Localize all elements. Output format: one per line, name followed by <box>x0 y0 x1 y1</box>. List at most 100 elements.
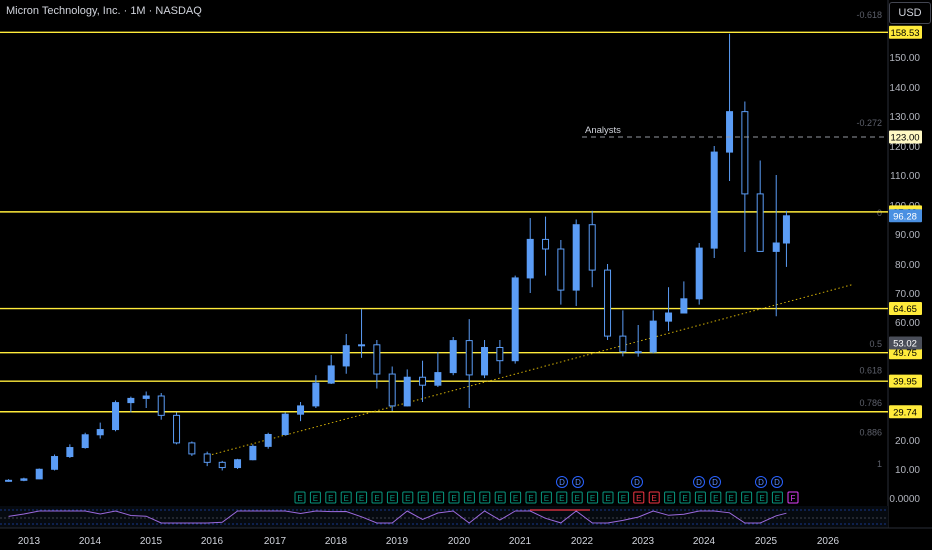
earnings-marker <box>556 491 568 504</box>
earnings-marker-label: E <box>498 494 503 503</box>
earnings-marker-label: E <box>652 494 657 503</box>
support-trendline <box>211 283 854 455</box>
candle-body <box>188 442 196 455</box>
candle-body <box>526 238 534 279</box>
earnings-marker <box>309 491 321 504</box>
earnings-marker <box>402 491 414 504</box>
dividend-marker <box>771 476 783 488</box>
dividend-marker <box>709 476 721 488</box>
earnings-marker-label: E <box>636 494 641 503</box>
level-tag-label: 29.74 <box>893 407 917 418</box>
horizontal-levels <box>0 31 888 413</box>
earnings-marker-label: E <box>698 494 703 503</box>
candle-body <box>403 376 411 407</box>
candle-body <box>218 461 226 469</box>
earnings-marker <box>463 491 475 504</box>
price-tick-label: 140.00 <box>889 83 920 94</box>
price-tick-label: 80.00 <box>895 260 920 271</box>
candle-body <box>634 351 642 354</box>
earnings-marker-label: E <box>744 494 749 503</box>
price-tick-label: 0.0000 <box>889 494 920 505</box>
fib-level-label: 0 <box>877 208 882 218</box>
earnings-marker-label: E <box>451 494 456 503</box>
earnings-marker <box>417 491 429 504</box>
dividend-marker <box>556 476 568 488</box>
earnings-marker <box>540 491 552 504</box>
candle-body <box>465 340 473 376</box>
candle-body <box>173 414 181 444</box>
analysts-label: Analysts <box>585 125 621 136</box>
time-tick-label: 2023 <box>632 536 655 547</box>
earnings-marker <box>494 491 506 504</box>
candle-body <box>157 395 165 416</box>
level-tag-label: 49.75 <box>893 348 917 359</box>
candles <box>5 33 790 482</box>
time-tick-label: 2018 <box>325 536 348 547</box>
time-tick-label: 2016 <box>201 536 224 547</box>
candle-body <box>741 111 749 195</box>
candle-body <box>726 111 734 153</box>
price-tick-label: 130.00 <box>889 112 920 123</box>
dividend-marker <box>693 476 705 488</box>
earnings-marker-label: E <box>513 494 518 503</box>
earnings-marker <box>664 491 676 504</box>
price-tick-label: 90.00 <box>895 230 920 241</box>
earnings-marker <box>433 491 445 504</box>
analysts-target: Analysts <box>582 125 888 138</box>
time-tick-label: 2022 <box>571 536 594 547</box>
candle-body <box>281 413 289 435</box>
indicator-background <box>0 506 888 528</box>
candle-body <box>496 347 504 362</box>
trendline <box>211 283 854 455</box>
earnings-marker <box>756 491 768 504</box>
candle-body <box>588 224 596 271</box>
dividend-marker <box>572 476 584 488</box>
earnings-marker-label: E <box>544 494 549 503</box>
candle-body <box>249 445 257 461</box>
dividend-marker-label: D <box>712 478 718 487</box>
fib-level-label: 1 <box>877 459 882 469</box>
time-tick-label: 2024 <box>693 536 716 547</box>
candle-body <box>203 453 211 463</box>
earnings-marker <box>479 491 491 504</box>
candle-body <box>342 345 350 367</box>
fib-level-label: -0.618 <box>856 10 882 20</box>
earnings-marker-label: E <box>729 494 734 503</box>
price-tick-label: 60.00 <box>895 318 920 329</box>
earnings-marker <box>356 491 368 504</box>
candle-body <box>782 215 790 244</box>
candle-body <box>481 347 489 376</box>
candle-body <box>680 298 688 314</box>
price-tick-label: 110.00 <box>890 171 920 182</box>
candle-body <box>373 344 381 375</box>
candle-body <box>756 193 764 252</box>
earnings-marker-label: E <box>421 494 426 503</box>
candle-body <box>96 429 104 436</box>
candle-body <box>234 459 242 469</box>
earnings-marker-label: E <box>297 494 302 503</box>
earnings-marker-label: E <box>359 494 364 503</box>
candle-body <box>388 373 396 407</box>
time-tick-label: 2015 <box>140 536 163 547</box>
financials-marker <box>787 491 799 504</box>
earnings-marker <box>648 491 660 504</box>
candle-body <box>557 248 565 291</box>
candle-body <box>35 468 43 480</box>
earnings-marker <box>340 491 352 504</box>
candle-body <box>312 382 320 407</box>
candle-body <box>5 479 13 482</box>
symbol-title[interactable]: Micron Technology, Inc. · 1M · NASDAQ <box>6 5 202 17</box>
earnings-marker <box>571 491 583 504</box>
price-tick-label: 120.00 <box>889 142 920 153</box>
level-tag-label: 39.95 <box>893 377 917 388</box>
earnings-marker-label: E <box>759 494 764 503</box>
earnings-marker-label: E <box>605 494 610 503</box>
candle-body <box>695 247 703 300</box>
dividend-marker-label: D <box>696 478 702 487</box>
earnings-marker-label: E <box>374 494 379 503</box>
currency-button[interactable]: USD <box>889 2 931 24</box>
level-tag <box>889 302 922 316</box>
earnings-marker <box>587 491 599 504</box>
time-tick-label: 2014 <box>79 536 102 547</box>
